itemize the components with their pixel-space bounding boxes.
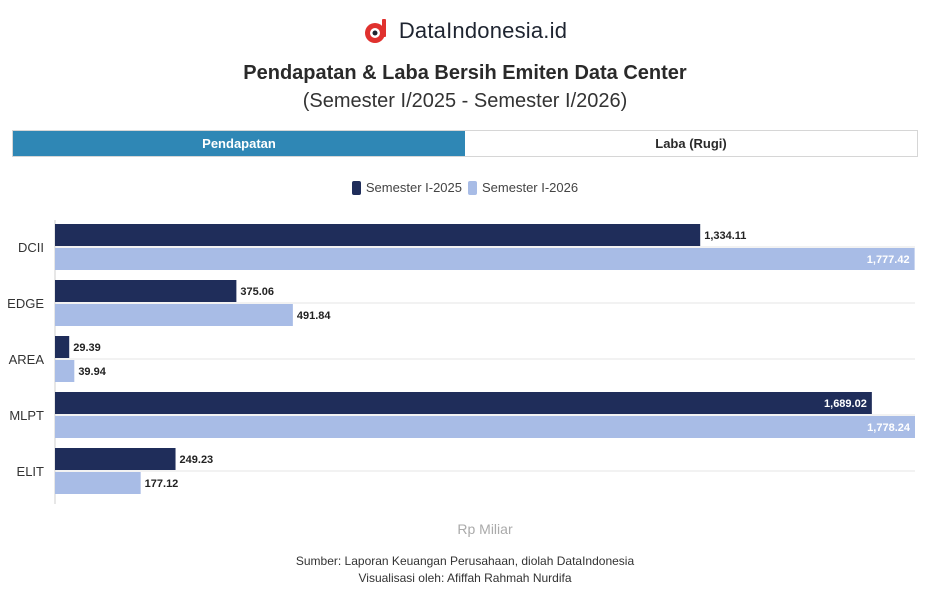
- brand-name: DataIndonesia.id: [398, 18, 568, 43]
- bar-area-2026: [55, 360, 75, 382]
- bar-mlpt-2025: [55, 392, 872, 414]
- category-label-area: AREA: [9, 352, 45, 367]
- data-label-dcii-2025: 1,334.11: [704, 230, 746, 242]
- bar-area-2025: [55, 336, 70, 358]
- chart-legend: Semester I-2025 Semester I-2026: [0, 180, 930, 195]
- data-label-edge-2025: 375.06: [240, 286, 274, 298]
- chart-title: Pendapatan & Laba Bersih Emiten Data Cen…: [243, 62, 687, 84]
- category-label-edge: EDGE: [7, 296, 44, 311]
- brand-header: DataIndonesia.id: [0, 18, 930, 44]
- data-label-elit-2025: 249.23: [180, 454, 214, 466]
- category-label-mlpt: MLPT: [9, 408, 44, 423]
- bar-dcii-2025: [55, 224, 701, 246]
- credit-note: Visualisasi oleh: Afiffah Rahmah Nurdifa: [358, 571, 572, 585]
- chart-subtitle: (Semester I/2025 - Semester I/2026): [302, 90, 628, 112]
- legend-label-2025: Semester I-2025: [365, 180, 462, 195]
- legend-item-2025[interactable]: Semester I-2025: [351, 180, 462, 195]
- tab-laba-rugi[interactable]: Laba (Rugi): [465, 131, 917, 156]
- footer: Sumber: Laporan Keuangan Perusahaan, dio…: [0, 553, 930, 587]
- legend-label-2026: Semester I-2026: [482, 180, 579, 195]
- data-label-dcii-2026: 1,777.42: [867, 254, 910, 266]
- data-label-mlpt-2025: 1,689.02: [824, 398, 867, 410]
- category-label-dcii: DCII: [18, 240, 44, 255]
- data-label-area-2025: 29.39: [73, 342, 101, 354]
- legend-item-2026[interactable]: Semester I-2026: [468, 180, 578, 195]
- bar-chart: DCII 1,334.11 1,777.42 EDGE 375.06 491.84 AREA…: [7, 220, 915, 537]
- tab-bar: Pendapatan Laba (Rugi): [12, 130, 918, 157]
- tab-pendapatan[interactable]: Pendapatan: [13, 131, 465, 156]
- bar-dcii-2026: [55, 248, 915, 270]
- dataindonesia-logo-icon: [364, 19, 386, 43]
- data-label-area-2026: 39.94: [78, 366, 106, 378]
- data-label-edge-2026: 491.84: [297, 310, 332, 322]
- data-label-elit-2026: 177.12: [145, 478, 179, 490]
- legend-swatch-2025: [351, 180, 361, 195]
- data-label-mlpt-2026: 1,778.24: [867, 422, 911, 434]
- source-note: Sumber: Laporan Keuangan Perusahaan, dio…: [295, 554, 635, 568]
- bar-edge-2025: [55, 280, 237, 302]
- bar-elit-2025: [55, 448, 176, 470]
- bar-elit-2026: [55, 472, 141, 494]
- category-label-elit: ELIT: [17, 464, 45, 479]
- bar-mlpt-2026: [55, 416, 915, 438]
- legend-swatch-2026: [468, 180, 477, 195]
- x-axis-title: Rp Miliar: [457, 521, 513, 537]
- bar-edge-2026: [55, 304, 293, 326]
